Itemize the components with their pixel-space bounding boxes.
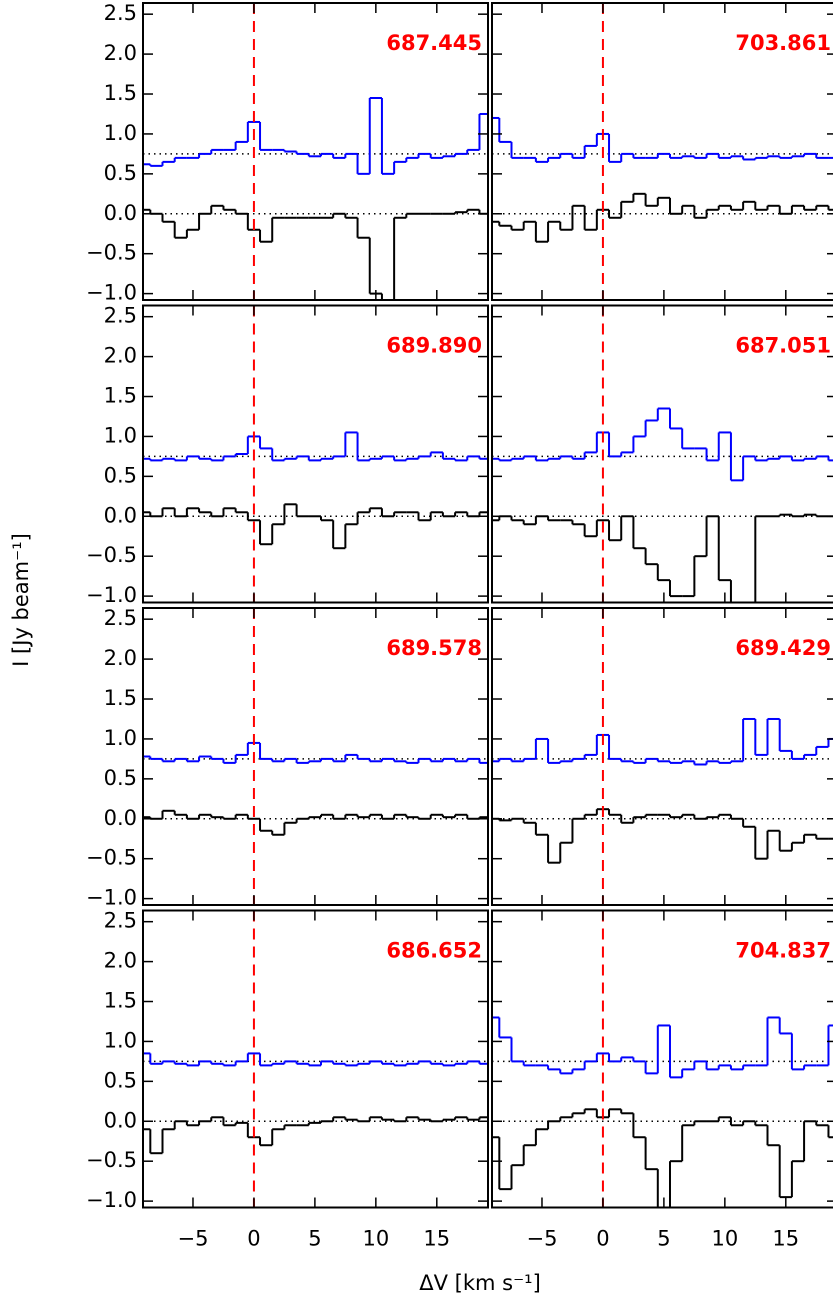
panel-label: 704.837 [735,939,831,963]
panel-label: 687.445 [386,31,482,55]
panel-label: 689.429 [735,636,831,660]
spectrum [492,717,833,766]
y-tick-label: −0.5 [86,1148,137,1172]
spectrum [143,431,488,462]
plot-area [492,910,833,1208]
panel-label: 686.652 [386,939,482,963]
x-tick-label: 5 [657,1227,670,1251]
y-tick-label: 2.5 [104,304,137,328]
spectrum [143,503,488,550]
y-tick-label: 1.5 [104,686,137,710]
y-tick-label: 2.5 [104,1,137,25]
y-tick-label: 0.0 [104,201,137,225]
spectrum [143,809,488,836]
panel: 2.5 2.0 1.5 1.0 0.5 0.0 −0.5 −1.0 −5 0 5 10 15 686.65… [86,909,489,1251]
x-tick-label: 10 [711,1227,738,1251]
spectrum [492,1108,833,1208]
panel-label: 687.051 [735,334,831,358]
panel: −5 0 5 10 15 704.837 [491,909,833,1251]
spectrum [492,1016,833,1079]
panel: 2.5 2.0 1.5 1.0 0.5 0.0 −0.5 −1.0 689.890 [86,304,489,607]
panel-label: 689.578 [386,636,482,660]
x-tick-label: −5 [526,1227,557,1251]
panel: 2.5 2.0 1.5 1.0 0.5 0.0 −0.5 −1.0 687.445 [86,1,489,305]
y-tick-label: 1.5 [104,384,137,408]
y-tick-label: 0.5 [104,463,137,487]
x-tick-label: 5 [308,1227,321,1251]
spectrum [492,192,833,243]
y-tick-label: −0.5 [86,543,137,567]
x-axis-label: ΔV [km s⁻¹] [419,1271,541,1295]
y-tick-label: 2.0 [104,646,137,670]
spectrum [492,513,833,603]
y-tick-label: 0.0 [104,503,137,527]
spectrum [492,808,833,864]
y-tick-label: 0.0 [104,806,137,830]
panel-label: 689.890 [386,334,482,358]
spectrum [143,204,488,300]
panel: 687.051 [491,304,833,604]
y-tick-label: 1.5 [104,989,137,1013]
plot-area [143,910,488,1208]
panel: 2.5 2.0 1.5 1.0 0.5 0.0 −0.5 −1.0 689.578 [86,606,489,910]
y-tick-label: 1.0 [104,423,137,447]
x-tick-label: 15 [772,1227,799,1251]
x-tick-label: 0 [596,1227,609,1251]
plot-area [143,305,488,603]
spectrum [143,97,488,175]
y-tick-label: 2.0 [104,41,137,65]
spectrum [492,407,833,482]
y-axis-label: I [Jy beam⁻¹] [9,533,33,667]
y-tick-label: 0.5 [104,766,137,790]
y-tick-label: 2.5 [104,606,137,630]
y-tick-label: −0.5 [86,241,137,265]
y-tick-label: 2.5 [104,909,137,933]
y-tick-label: −1.0 [86,886,137,910]
plot-area [143,3,488,300]
x-tick-label: 15 [423,1227,450,1251]
y-tick-label: −1.0 [86,583,137,607]
y-tick-label: 0.0 [104,1108,137,1132]
y-tick-label: 0.5 [104,1068,137,1092]
plot-area [492,3,833,300]
y-tick-label: −0.5 [86,846,137,870]
panel: 703.861 [491,2,833,301]
spectrum [143,741,488,764]
panel: 689.429 [491,607,833,906]
plot-area [143,608,488,905]
y-tick-label: 2.0 [104,344,137,368]
spectrum [143,1116,488,1155]
y-tick-label: 0.5 [104,161,137,185]
spectrum [143,1052,488,1067]
plot-area [492,608,833,905]
y-tick-label: 1.0 [104,1028,137,1052]
spectrum [492,116,833,163]
y-tick-label: −1.0 [86,281,137,305]
y-tick-label: 2.0 [104,949,137,973]
x-tick-label: −5 [177,1227,208,1251]
x-tick-label: 10 [362,1227,389,1251]
y-tick-label: 1.0 [104,726,137,750]
y-tick-label: −1.0 [86,1188,137,1212]
panel-label: 703.861 [735,31,831,55]
y-tick-label: 1.0 [104,121,137,145]
y-tick-label: 1.5 [104,81,137,105]
x-tick-label: 0 [247,1227,260,1251]
